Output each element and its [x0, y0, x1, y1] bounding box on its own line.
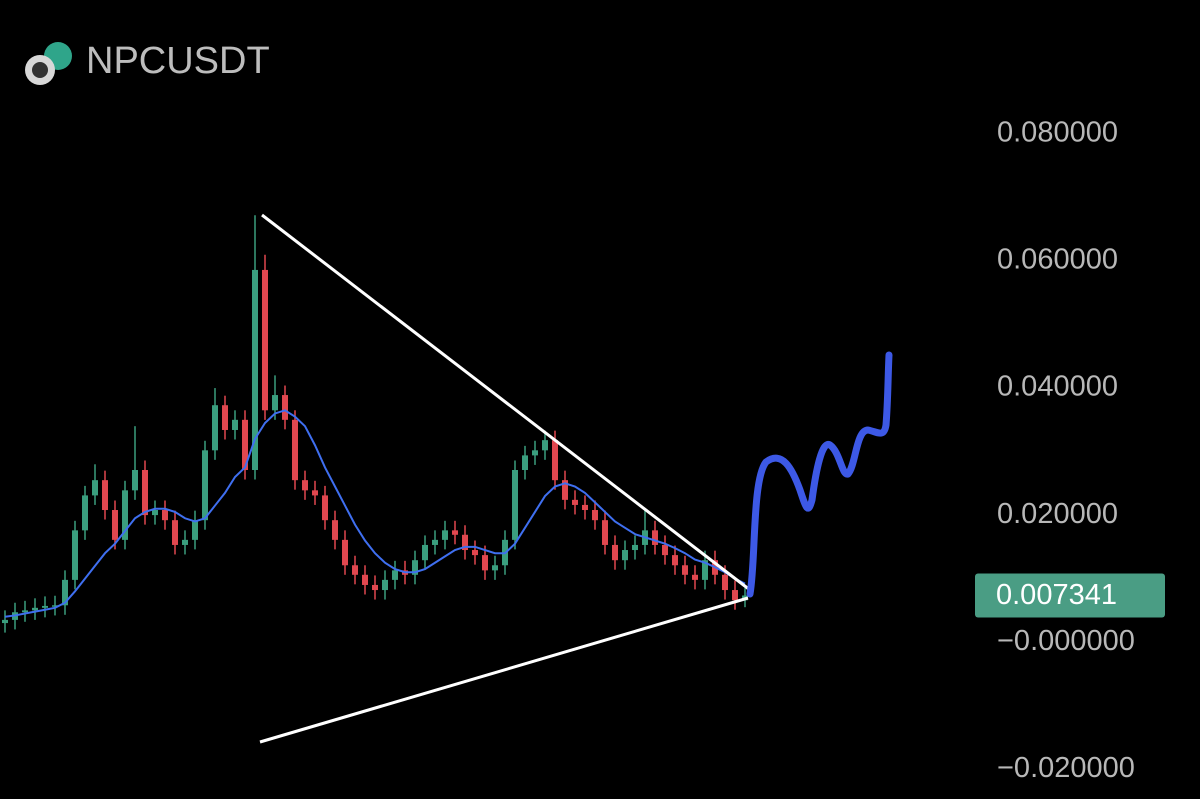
trend-line-lower: [259, 596, 749, 744]
last-price-label: 0.007341: [996, 579, 1117, 611]
candle-body: [652, 530, 658, 545]
candle-body: [182, 539, 188, 545]
candle-body: [462, 534, 468, 551]
candle-body: [42, 605, 48, 608]
candle-body: [272, 395, 278, 411]
candle-body: [722, 574, 728, 591]
candle-body: [692, 574, 698, 580]
chart-title: NPCUSDT: [86, 40, 270, 82]
y-tick-label: 0.080000: [997, 117, 1118, 149]
candle-body: [542, 440, 548, 451]
candle-body: [322, 495, 328, 521]
candle-body: [422, 544, 428, 561]
candle-body: [312, 490, 318, 496]
y-tick-label: 0.060000: [997, 244, 1118, 276]
candle-body: [412, 560, 418, 575]
candle-body: [522, 455, 528, 470]
symbol-icon: [25, 42, 72, 85]
candle-body: [362, 574, 368, 585]
candle-body: [592, 510, 598, 521]
candle-body: [302, 480, 308, 491]
candle-body: [52, 605, 58, 607]
candle-body: [472, 550, 478, 556]
candle-body: [672, 555, 678, 566]
candle-body: [292, 419, 298, 481]
candle-body: [392, 570, 398, 580]
candle-body: [602, 520, 608, 545]
candle-body: [262, 269, 268, 411]
candle-body: [482, 555, 488, 571]
y-tick-label: −0.000000: [997, 625, 1135, 657]
candle-body: [622, 550, 628, 561]
candle-body: [22, 610, 28, 613]
candle-body: [382, 579, 388, 591]
candle-body: [562, 480, 568, 500]
candle-body: [492, 565, 498, 571]
candle-body: [2, 619, 8, 624]
candle-body: [192, 520, 198, 540]
candle-body: [62, 579, 68, 606]
candle-body: [92, 480, 98, 496]
candle-body: [682, 565, 688, 575]
candle-body: [222, 405, 228, 430]
candle-body: [132, 470, 138, 491]
candle-body: [122, 490, 128, 540]
candle-body: [232, 419, 238, 430]
candle-body: [432, 539, 438, 545]
candle-body: [252, 269, 258, 470]
candle-body: [242, 419, 248, 470]
candle-body: [702, 560, 708, 580]
candle-body: [282, 395, 288, 420]
candle-body: [202, 450, 208, 521]
y-tick-label: 0.040000: [997, 371, 1118, 403]
candle-body: [582, 504, 588, 511]
moving-average-line: [4, 409, 746, 618]
candle-body: [112, 510, 118, 540]
candle-body: [102, 480, 108, 511]
trend-line-upper: [261, 213, 751, 592]
last-price-tag: [975, 573, 1165, 618]
projection-drawing: [746, 351, 893, 598]
candle-body: [32, 607, 38, 611]
plot-area: [2, 215, 748, 633]
candle-body: [82, 495, 88, 531]
candle-body: [172, 520, 178, 545]
candle-body: [332, 520, 338, 540]
candle-body: [72, 530, 78, 580]
candle-body: [662, 544, 668, 556]
candle-body: [572, 499, 578, 505]
y-tick-label: 0.020000: [997, 498, 1118, 530]
candle-body: [532, 450, 538, 456]
candle-body: [162, 510, 168, 521]
candle-body: [732, 590, 738, 601]
candle-body: [142, 470, 148, 516]
candle-body: [442, 530, 448, 540]
candle-body: [152, 510, 158, 516]
candle-body: [632, 544, 638, 551]
candle-body: [372, 584, 378, 591]
candle-body: [212, 405, 218, 451]
y-tick-label: −0.020000: [997, 752, 1135, 784]
candle-body: [342, 539, 348, 566]
candle-body: [512, 470, 518, 540]
candle-body: [612, 544, 618, 561]
candle-body: [352, 565, 358, 575]
candle-body: [452, 530, 458, 535]
candle-body: [552, 440, 558, 481]
